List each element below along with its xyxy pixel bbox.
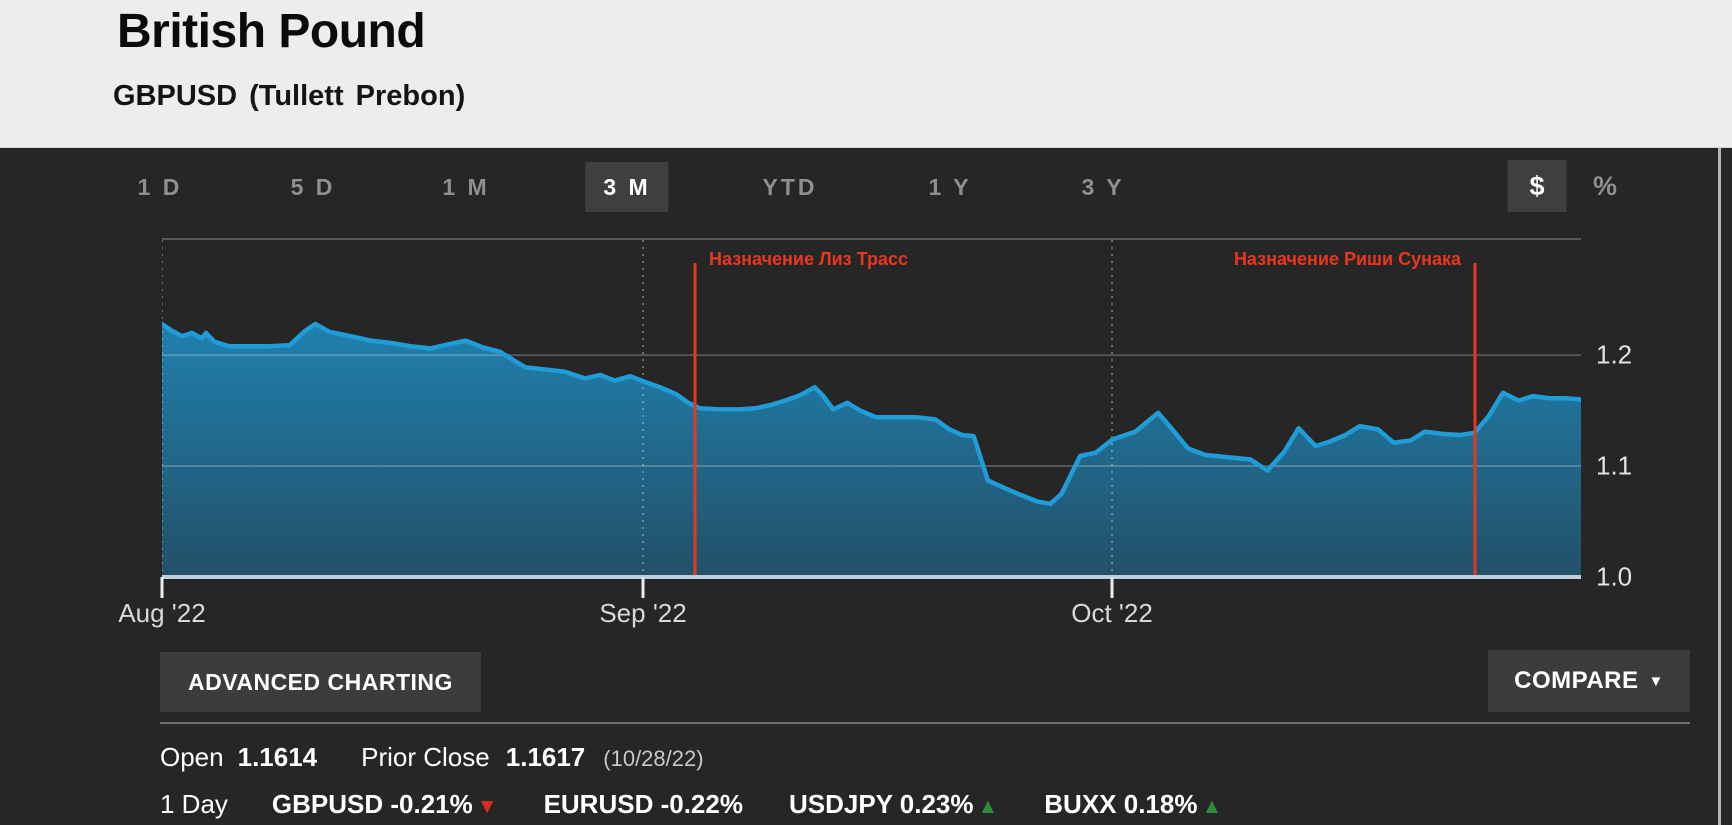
price-area-chart: [162, 240, 1581, 577]
y-axis-label: 1.0: [1596, 561, 1633, 592]
range-tab-3y[interactable]: 3 Y: [1081, 174, 1125, 200]
instrument-subtitle: GBPUSD (Tullett Prebon): [113, 80, 466, 112]
chevron-down-icon: ▼: [1648, 673, 1664, 690]
y-axis-label: 1.2: [1596, 339, 1633, 370]
price-line: [162, 321, 1581, 507]
one-day-label: 1 Day: [160, 789, 228, 819]
quote-eurusd: EURUSD -0.22%: [544, 789, 743, 820]
open-close-row: Open 1.1614 Prior Close 1.1617 (10/28/22…: [160, 742, 704, 773]
quote-text: USDJPY 0.23%: [788, 789, 974, 819]
y-axis-label: 1.1: [1596, 450, 1633, 481]
chart-panel: 1 D 5 D 1 M 3 M YTD 1 Y 3 Y $% Aug '22 Sep '22 O…: [0, 148, 1732, 825]
one-day-quotes-row: 1 Day GBPUSD -0.21% ▼ EURUSD -0.22% USDJPY …: [160, 789, 1222, 820]
quote-gbpusd: GBPUSD -0.21% ▼: [272, 789, 498, 820]
event-marker-label: Назначение Риши Сунака: [1233, 249, 1462, 269]
x-axis-label: Aug '22: [118, 598, 206, 628]
divider: [160, 722, 1690, 724]
range-tab-5d[interactable]: 5 D: [290, 174, 336, 200]
compare-button-label: COMPARE: [1514, 667, 1639, 694]
quote-text: BUXX 0.18%: [1044, 789, 1198, 819]
x-axis-tick: [641, 577, 645, 598]
quote-text: GBPUSD -0.21%: [271, 789, 473, 819]
up-arrow-icon: ▲: [977, 795, 999, 818]
x-axis-label: Sep '22: [599, 598, 687, 628]
prior-close-value: 1.1617: [505, 742, 586, 772]
x-axis-tick: [1110, 577, 1114, 598]
event-marker-label: Назначение Лиз Трасс: [708, 249, 908, 269]
range-tab-1y[interactable]: 1 Y: [928, 174, 972, 200]
dollar-unit-button[interactable]: $: [1507, 160, 1567, 212]
event-marker-line: [1473, 263, 1477, 577]
range-tab-ytd[interactable]: YTD: [762, 174, 818, 200]
quotes-list: GBPUSD -0.21% ▼ EURUSD -0.22% USDJPY 0.23% ▲…: [272, 789, 1222, 820]
x-axis-baseline: [162, 575, 1581, 579]
quote-buxx: BUXX 0.18% ▲: [1044, 789, 1222, 820]
prior-close-date: (10/28/22): [603, 746, 704, 771]
open-value: 1.1614: [237, 742, 318, 772]
quote-text: EURUSD -0.22%: [543, 789, 743, 819]
range-tab-3m[interactable]: 3 M: [585, 162, 669, 212]
plot-top-border: [162, 238, 1581, 240]
event-marker-line: [693, 263, 697, 577]
open-label: Open: [160, 742, 224, 772]
percent-unit-button[interactable]: %: [1592, 171, 1618, 201]
compare-button[interactable]: COMPARE ▼: [1488, 650, 1690, 712]
area-fill: [162, 324, 1581, 577]
panel-right-edge: [1718, 148, 1721, 825]
range-tab-1d[interactable]: 1 D: [137, 174, 183, 200]
plot-area[interactable]: Aug '22 Sep '22 Oct '22 1.2 1.1 1.0 Назначение…: [118, 238, 1632, 628]
quote-usdjpy: USDJPY 0.23% ▲: [789, 789, 998, 820]
x-axis-label: Oct '22: [1071, 598, 1153, 628]
prior-close-label: Prior Close: [361, 742, 490, 772]
instrument-header: British Pound GBPUSD (Tullett Prebon): [0, 0, 1732, 148]
up-arrow-icon: ▲: [1201, 795, 1223, 818]
down-arrow-icon: ▼: [476, 795, 498, 818]
x-axis-tick: [160, 577, 164, 598]
page-title: British Pound: [117, 5, 426, 58]
range-tab-1m[interactable]: 1 M: [442, 174, 490, 200]
advanced-charting-button[interactable]: ADVANCED CHARTING: [160, 652, 481, 712]
